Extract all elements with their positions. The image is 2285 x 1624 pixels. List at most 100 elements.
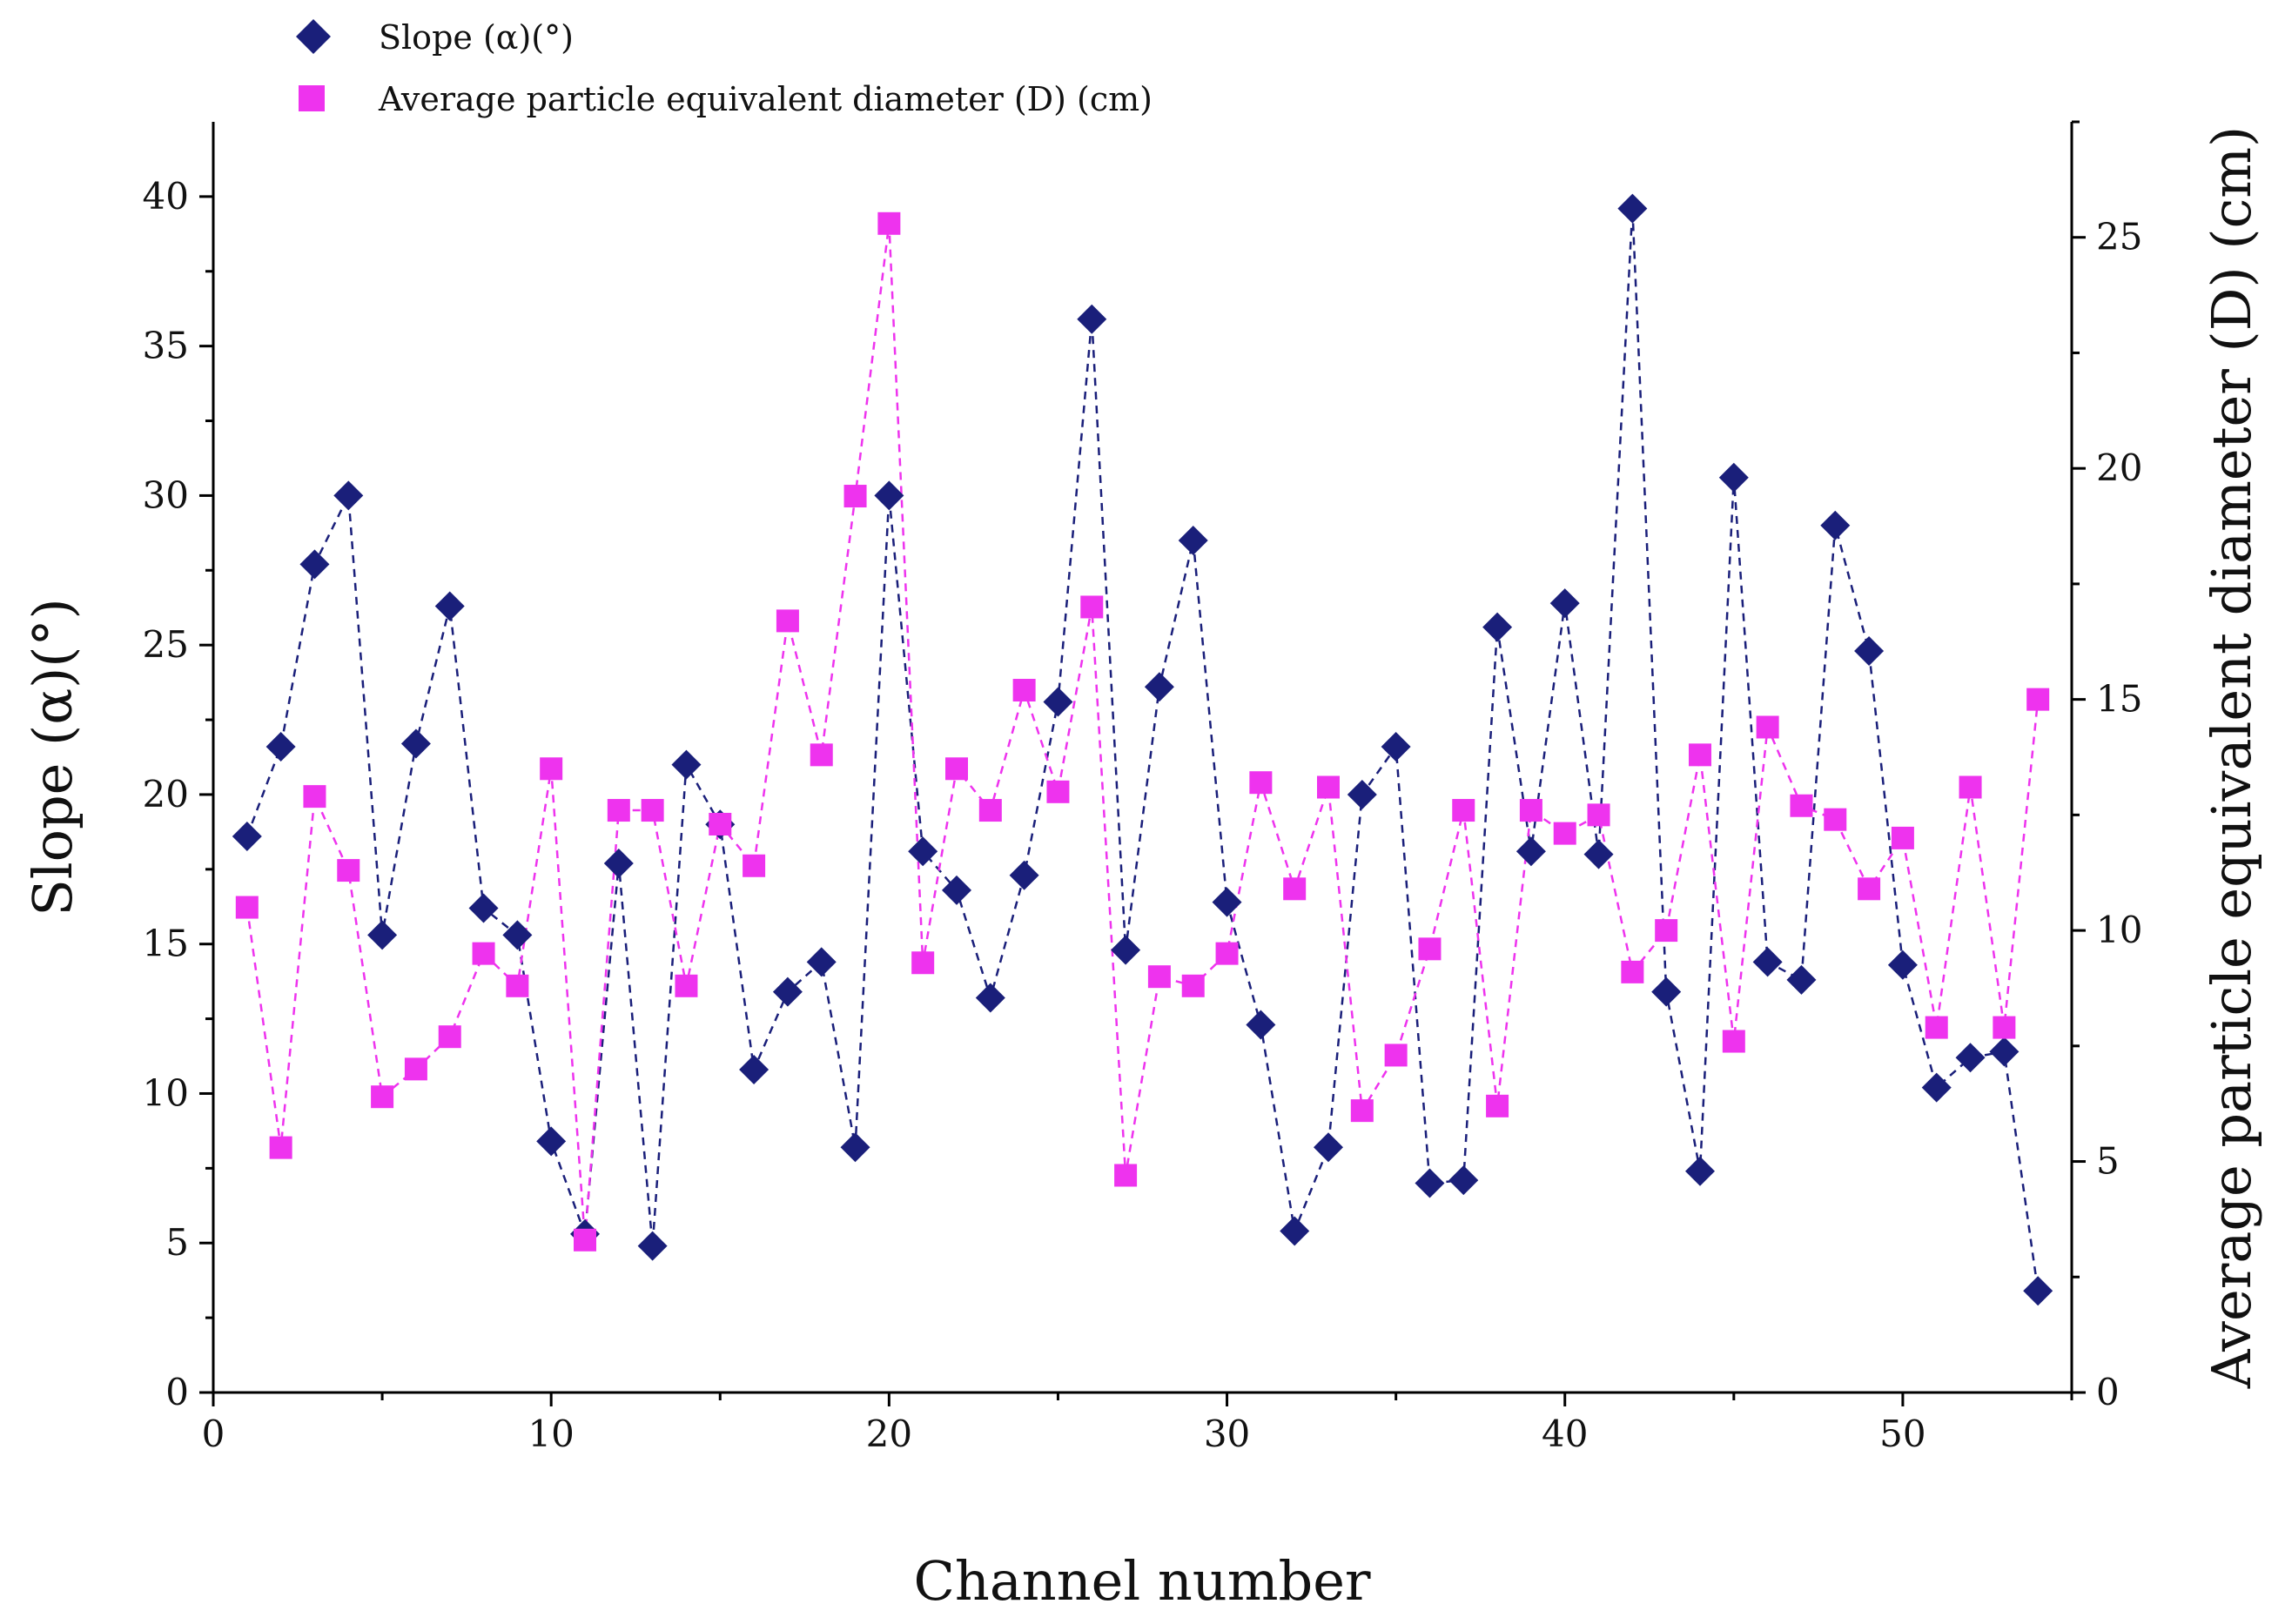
series-lines — [245, 208, 2040, 1292]
left-y-axis-ticks: 0 5 10 15 20 25 30 35 40 — [143, 175, 213, 1413]
diameter-point — [438, 1025, 461, 1049]
legend-diameter-label: Average particle equivalent diameter (D)… — [378, 80, 1153, 118]
slope-point — [1820, 510, 1851, 540]
y-tick-label: 30 — [143, 473, 189, 516]
diameter-point — [675, 974, 698, 997]
series-line-slope — [245, 208, 2040, 1292]
slope-point — [1752, 947, 1783, 977]
y2-tick-label: 20 — [2096, 446, 2142, 489]
y-tick-label: 25 — [143, 623, 189, 666]
slope-point — [1921, 1072, 1952, 1103]
diameter-point — [1283, 877, 1307, 901]
slope-point — [1549, 588, 1580, 619]
slope-point — [1111, 935, 1141, 965]
slope-point — [1955, 1043, 1986, 1073]
diameter-point — [303, 785, 326, 809]
diameter-point — [1350, 1099, 1374, 1123]
y-tick-label: 20 — [143, 773, 189, 815]
diameter-point — [911, 951, 935, 975]
diameter-point — [1790, 794, 1813, 817]
slope-point — [1077, 304, 1107, 334]
diameter-point — [978, 799, 1002, 822]
slope-point — [232, 822, 262, 852]
slope-point — [1415, 1168, 1445, 1198]
diameter-point — [607, 799, 630, 822]
diameter-point — [1080, 595, 1104, 619]
diameter-point — [810, 743, 833, 767]
diameter-point — [269, 1136, 292, 1159]
slope-point — [1448, 1165, 1479, 1196]
slope-point — [1009, 860, 1039, 890]
legend: Slope (α)(°) Average particle equivalent… — [296, 18, 1153, 118]
diameter-point — [1858, 877, 1881, 901]
diameter-point — [1181, 974, 1205, 997]
x-axis-title: Channel number — [913, 1549, 1370, 1613]
slope-point — [2023, 1276, 2053, 1306]
diameter-point — [506, 974, 529, 997]
slope-point — [637, 1231, 668, 1261]
y2-tick-label: 25 — [2096, 216, 2142, 258]
diameter-point — [235, 896, 259, 919]
slope-point — [603, 848, 634, 878]
y-tick-label: 10 — [143, 1071, 189, 1114]
diameter-point — [1486, 1094, 1509, 1117]
diameter-point — [540, 757, 563, 781]
y2-tick-label: 10 — [2096, 909, 2142, 951]
y2-tick-label: 15 — [2096, 678, 2142, 721]
slope-point — [400, 728, 431, 759]
slope-point — [942, 875, 971, 905]
diameter-point — [776, 609, 799, 633]
diameter-point — [877, 211, 901, 235]
slope-point — [1246, 1010, 1276, 1040]
legend-slope-label: Slope (α)(°) — [379, 18, 574, 57]
slope-point — [1280, 1216, 1310, 1246]
diameter-point — [1824, 808, 1847, 831]
diameter-point — [1114, 1164, 1138, 1187]
slope-point — [1786, 964, 1817, 995]
slope-point — [502, 920, 533, 950]
diameter-point — [945, 757, 968, 781]
legend-square-marker — [299, 85, 325, 111]
slope-point — [367, 920, 398, 950]
diameter-point — [1891, 826, 1914, 849]
y-tick-label: 5 — [165, 1221, 189, 1264]
right-y-axis-ticks: 0 5 10 15 20 25 — [2072, 120, 2142, 1413]
slope-point — [1178, 525, 1208, 555]
diameter-point — [1587, 803, 1610, 827]
diameter-point — [1722, 1030, 1745, 1053]
diameter-point — [1215, 942, 1239, 965]
diameter-point — [1249, 771, 1273, 795]
slope-point — [1314, 1132, 1343, 1163]
x-tick-label: 40 — [1542, 1413, 1588, 1455]
diameter-point — [337, 859, 360, 882]
left-y-axis-title: Slope (α)(°) — [21, 598, 84, 916]
slope-point — [1583, 839, 1614, 869]
series-line-diameter — [245, 223, 2040, 1240]
slope-point — [1347, 779, 1377, 809]
slope-point — [874, 480, 904, 511]
x-tick-label: 20 — [866, 1413, 912, 1455]
diameter-point — [1418, 937, 1442, 961]
slope-point — [333, 480, 364, 511]
slope-point — [1718, 462, 1749, 493]
diameter-point — [1317, 775, 1340, 799]
diameter-point — [843, 485, 867, 508]
slope-point — [908, 836, 938, 867]
slope-point — [1212, 887, 1242, 917]
slope-point — [975, 983, 1005, 1013]
diameter-point — [1959, 775, 1982, 799]
slope-point — [1887, 950, 1918, 980]
diameter-point — [1553, 822, 1576, 845]
diameter-point — [1993, 1016, 2016, 1039]
diameter-point — [1046, 780, 1070, 803]
x-axis-ticks: 0 10 20 30 40 50 — [202, 1392, 2073, 1455]
slope-point — [1381, 731, 1411, 762]
y-tick-label: 15 — [143, 923, 189, 965]
diameter-point — [1384, 1044, 1408, 1067]
slope-point — [1043, 687, 1073, 717]
diameter-point — [641, 799, 664, 822]
diameter-point — [709, 812, 732, 835]
diameter-point — [404, 1057, 427, 1081]
slope-point — [772, 976, 803, 1007]
